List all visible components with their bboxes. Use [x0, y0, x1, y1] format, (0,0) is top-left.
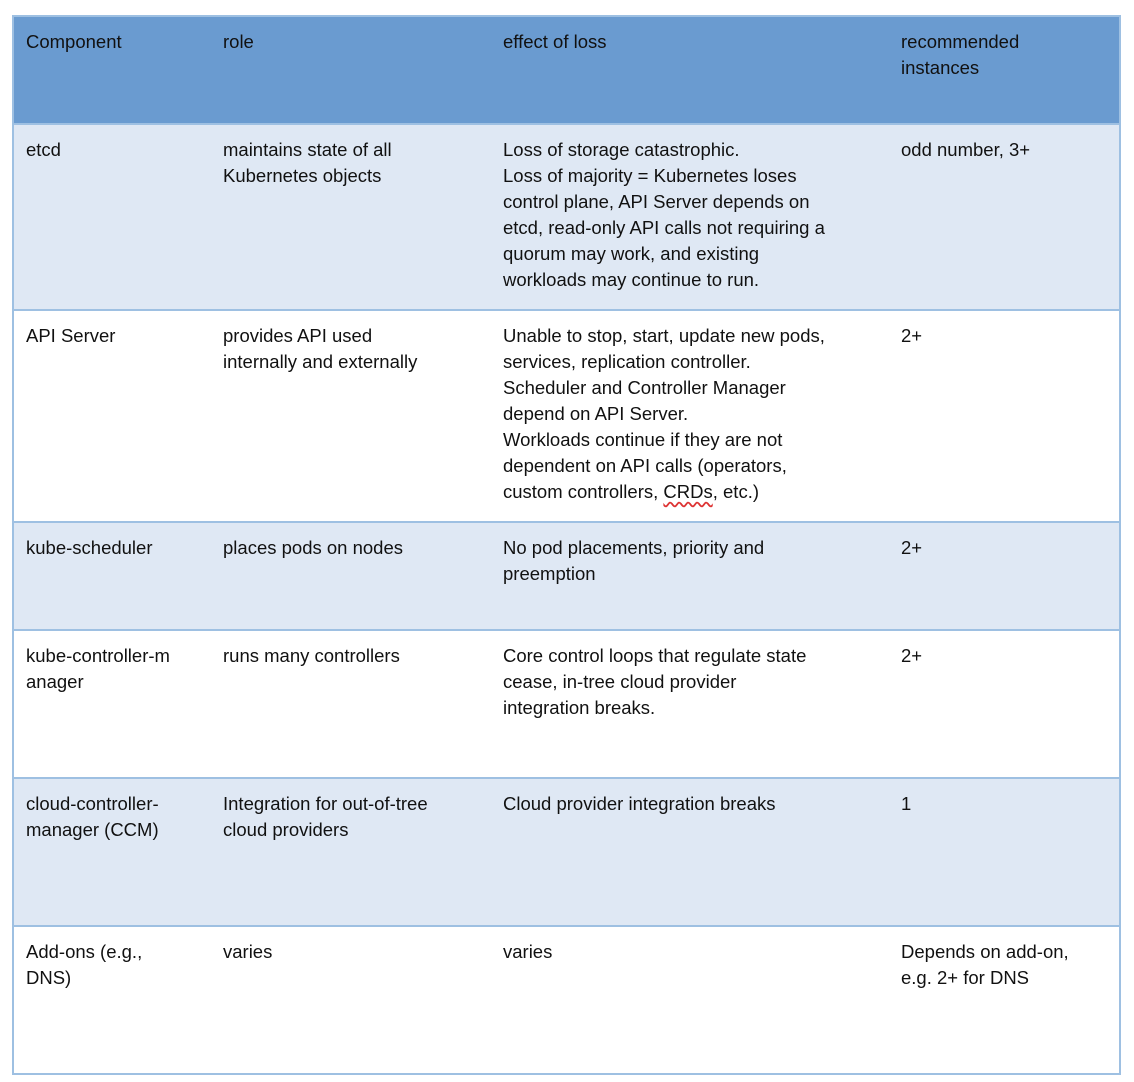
- table-row: etcd maintains state of all Kubernetes o…: [13, 124, 1120, 310]
- instances-cell: 2+: [901, 645, 923, 666]
- component-cell: Add-ons (e.g., DNS): [26, 941, 143, 988]
- component-cell: cloud-controller- manager (CCM): [26, 793, 159, 840]
- instances-cell: odd number, 3+: [901, 139, 1031, 160]
- role-cell: places pods on nodes: [223, 537, 403, 558]
- table-row: kube-controller-m anager runs many contr…: [13, 630, 1120, 778]
- table-row: API Server provides API used internally …: [13, 310, 1120, 522]
- effect-cell: Unable to stop, start, update new pods, …: [503, 325, 825, 502]
- instances-cell: Depends on add-on, e.g. 2+ for DNS: [901, 941, 1069, 988]
- instances-cell: 1: [901, 793, 912, 814]
- header-recommended-instances: recommended instances: [901, 31, 1020, 78]
- effect-cell: Cloud provider integration breaks: [503, 793, 776, 814]
- spellcheck-underline: CRDs: [663, 481, 713, 502]
- components-table: Component role effect of loss recommende…: [12, 15, 1121, 1075]
- role-cell: provides API used internally and externa…: [223, 325, 418, 372]
- header-effect-of-loss: effect of loss: [503, 31, 607, 52]
- component-cell: kube-controller-m anager: [26, 645, 170, 692]
- component-cell: API Server: [26, 325, 116, 346]
- role-cell: Integration for out-of-tree cloud provid…: [223, 793, 428, 840]
- table-row: kube-scheduler places pods on nodes No p…: [13, 522, 1120, 630]
- role-cell: runs many controllers: [223, 645, 400, 666]
- component-cell: etcd: [26, 139, 61, 160]
- role-cell: varies: [223, 941, 273, 962]
- table-row: Add-ons (e.g., DNS) varies varies Depend…: [13, 926, 1120, 1074]
- header-role: role: [223, 31, 254, 52]
- header-component: Component: [26, 31, 122, 52]
- table-row: cloud-controller- manager (CCM) Integrat…: [13, 778, 1120, 926]
- table-header-row: Component role effect of loss recommende…: [13, 16, 1120, 124]
- instances-cell: 2+: [901, 325, 923, 346]
- effect-cell: Core control loops that regulate state c…: [503, 645, 807, 718]
- effect-cell: Loss of storage catastrophic. Loss of ma…: [503, 139, 825, 290]
- instances-cell: 2+: [901, 537, 923, 558]
- role-cell: maintains state of all Kubernetes object…: [223, 139, 392, 186]
- effect-cell: varies: [503, 941, 553, 962]
- component-cell: kube-scheduler: [26, 537, 153, 558]
- effect-cell: No pod placements, priority and preempti…: [503, 537, 765, 584]
